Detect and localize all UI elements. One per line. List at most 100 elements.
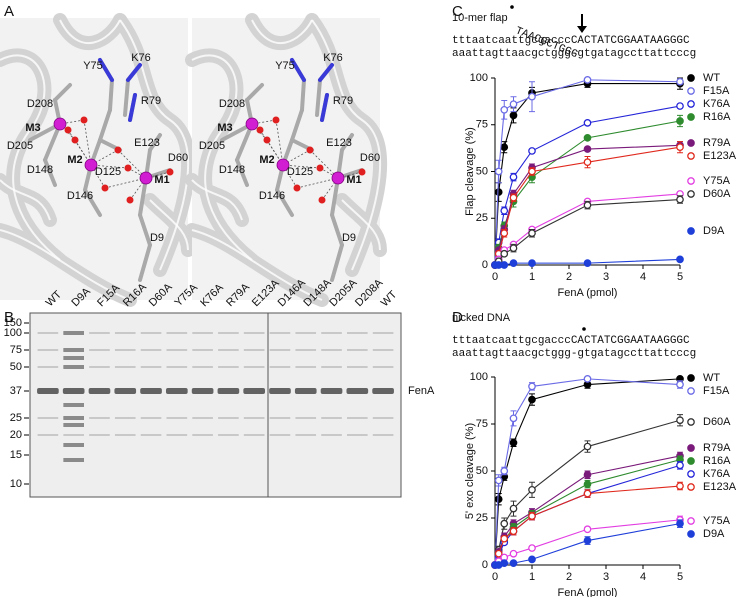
water (293, 184, 301, 192)
faint-band (166, 417, 188, 419)
impurity-band (63, 403, 84, 407)
faint-band (140, 366, 162, 368)
nitrogen (290, 58, 306, 82)
data-point (676, 380, 684, 389)
data-point (509, 100, 518, 109)
faint-band (218, 332, 239, 334)
faint-band (114, 434, 136, 436)
protein-band (346, 388, 369, 394)
residue-label: D146 (259, 190, 285, 202)
coordination (309, 149, 339, 179)
stick (245, 83, 264, 102)
x-tick-label: 5 (677, 271, 683, 283)
legend-label: D60A (703, 188, 731, 200)
y-tick-label: 75 (476, 119, 488, 131)
stick (108, 78, 114, 112)
faint-band (243, 417, 265, 419)
faint-band (37, 417, 59, 419)
data-point (509, 193, 518, 202)
faint-band (295, 417, 317, 419)
faint-band (372, 417, 394, 419)
protein-band (88, 388, 111, 394)
data-point (500, 143, 509, 152)
faint-band (114, 349, 136, 351)
band-label: FenA (408, 385, 435, 397)
x-tick-label: 0 (492, 571, 498, 583)
data-point (583, 201, 592, 210)
ribbon-edge (191, 179, 243, 221)
faint-band (140, 417, 162, 419)
metal-ion (245, 117, 259, 131)
data-point (509, 414, 518, 423)
faint-band (269, 349, 291, 351)
coordination (275, 119, 284, 166)
faint-band (89, 349, 110, 351)
marker-label: 37 (10, 385, 22, 397)
ribbon-edge (191, 54, 253, 261)
faint-band (140, 332, 162, 334)
faint-band (89, 366, 110, 368)
x-tick-label: 1 (529, 571, 535, 583)
residue-label: D146 (67, 190, 93, 202)
data-point (500, 519, 509, 528)
coordination (117, 149, 147, 179)
stick (275, 188, 294, 217)
faint-band (89, 332, 110, 334)
water (256, 126, 264, 134)
faint-band (192, 349, 213, 351)
coordination (67, 129, 92, 166)
stick (315, 78, 322, 117)
protein-band (165, 388, 188, 394)
legend-label: R79A (703, 137, 731, 149)
faint-band (218, 349, 239, 351)
faint-band (192, 332, 213, 334)
faint-band (321, 434, 342, 436)
stereo-view: D208 Y75 K76 R79 M3 D205 M2 E123 D60 D148 D125 M1 D1… (185, 13, 388, 307)
faint-band (218, 434, 239, 436)
faint-band (89, 434, 110, 436)
stick (290, 108, 304, 142)
legend-marker (687, 177, 695, 185)
protein-band (320, 388, 343, 394)
data-point (528, 229, 536, 238)
faint-band (372, 366, 394, 368)
faint-band (243, 366, 265, 368)
residue-label: D148 (219, 164, 245, 176)
data-point (528, 555, 536, 564)
residue-label: R79 (141, 95, 161, 107)
panel-label: D (452, 309, 463, 326)
residue-label: K76 (323, 52, 343, 64)
y-tick-label: 25 (476, 512, 488, 524)
water (263, 136, 271, 144)
data-point (528, 259, 536, 267)
residue-label: D208 (219, 98, 245, 110)
faint-band (269, 332, 291, 334)
residue-label: M1 (346, 174, 361, 186)
residue-label: E123 (134, 137, 160, 149)
faint-band (347, 349, 368, 351)
residue-label: K76 (131, 52, 151, 64)
faint-band (114, 366, 136, 368)
metal-ion (84, 158, 98, 172)
cleavage-arrowhead (577, 26, 587, 33)
data-point (509, 111, 518, 120)
stick (43, 158, 57, 187)
legend-label: D60A (703, 416, 731, 428)
series-line (494, 120, 681, 266)
bottom-strand: aaattagttaacgctggg-gtgatagccttattcccg (452, 48, 696, 60)
legend-marker (687, 530, 695, 538)
chart: nicked DNA tttaatcaattgcgacccCACTATCGGAAT… (452, 312, 737, 597)
impurity-band (63, 416, 84, 420)
faint-band (269, 366, 291, 368)
y-tick-label: 0 (482, 559, 488, 571)
data-point (500, 105, 509, 114)
data-point (509, 173, 518, 181)
legend-label: D9A (703, 528, 725, 540)
x-tick-label: 2 (566, 571, 572, 583)
data-point (676, 416, 684, 425)
legend-label: Y75A (703, 175, 731, 187)
faint-band (295, 349, 317, 351)
impurity-band (63, 458, 84, 462)
